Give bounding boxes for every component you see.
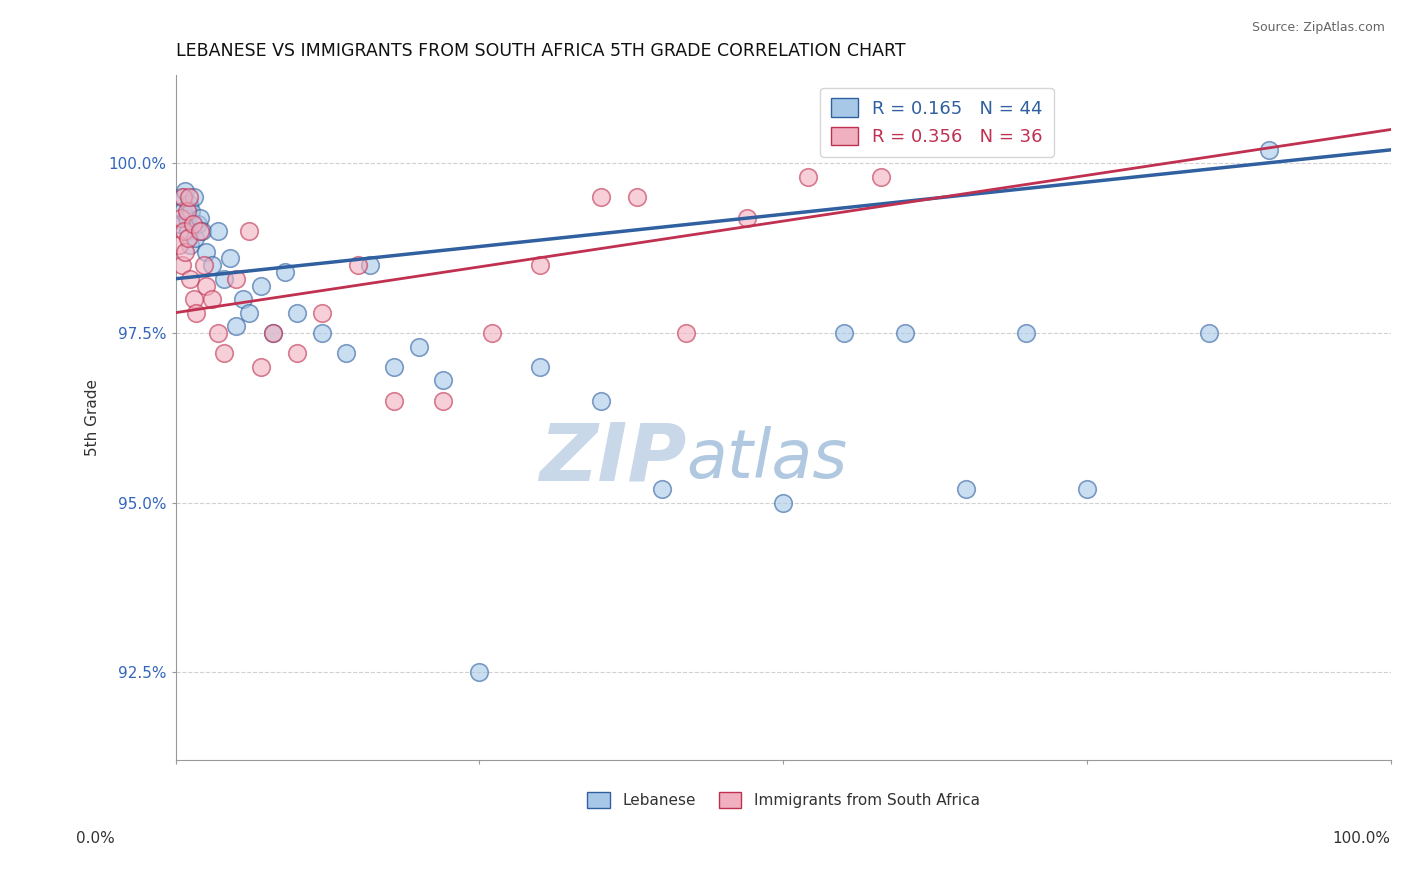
Point [183, 190, 205, 204]
Point [249, 359, 271, 374]
Point [207, 224, 229, 238]
Point [176, 211, 198, 225]
Legend: Lebanese, Immigrants from South Africa: Lebanese, Immigrants from South Africa [581, 786, 986, 814]
Point [176, 203, 198, 218]
Point [432, 393, 454, 408]
Text: LEBANESE VS IMMIGRANTS FROM SOUTH AFRICA 5TH GRADE CORRELATION CHART: LEBANESE VS IMMIGRANTS FROM SOUTH AFRICA… [176, 42, 905, 60]
Point [335, 346, 357, 360]
Point [186, 218, 208, 232]
Point [894, 326, 917, 340]
Point [285, 305, 308, 319]
Point [179, 271, 201, 285]
Point [468, 665, 491, 680]
Point [169, 237, 191, 252]
Point [225, 271, 247, 285]
Point [169, 218, 191, 232]
Point [231, 292, 253, 306]
Point [1015, 326, 1038, 340]
Point [529, 258, 551, 272]
Text: ZIP: ZIP [538, 420, 686, 498]
Point [262, 326, 284, 340]
Point [207, 326, 229, 340]
Point [651, 482, 673, 496]
Point [832, 326, 855, 340]
Point [172, 203, 194, 218]
Point [238, 305, 260, 319]
Point [869, 169, 891, 184]
Point [311, 305, 333, 319]
Point [1258, 143, 1281, 157]
Point [177, 231, 200, 245]
Point [262, 326, 284, 340]
Point [177, 224, 200, 238]
Point [359, 258, 381, 272]
Point [285, 346, 308, 360]
Point [195, 244, 218, 259]
Point [188, 211, 211, 225]
Point [174, 244, 197, 259]
Point [347, 258, 370, 272]
Point [1198, 326, 1220, 340]
Point [796, 169, 818, 184]
Point [626, 190, 648, 204]
Point [184, 231, 207, 245]
Text: 0.0%: 0.0% [76, 831, 115, 846]
Y-axis label: 5th Grade: 5th Grade [86, 379, 100, 457]
Point [219, 252, 242, 266]
Point [180, 203, 202, 218]
Point [201, 292, 224, 306]
Point [772, 495, 794, 509]
Point [432, 374, 454, 388]
Text: 100.0%: 100.0% [1331, 831, 1391, 846]
Point [170, 190, 193, 204]
Point [225, 319, 247, 334]
Point [191, 224, 214, 238]
Text: atlas: atlas [686, 425, 848, 491]
Point [238, 224, 260, 238]
Point [177, 197, 200, 211]
Point [311, 326, 333, 340]
Point [193, 258, 215, 272]
Point [529, 359, 551, 374]
Point [201, 258, 224, 272]
Point [955, 482, 977, 496]
Point [249, 278, 271, 293]
Point [274, 265, 297, 279]
Point [188, 224, 211, 238]
Point [179, 237, 201, 252]
Point [675, 326, 697, 340]
Point [186, 305, 208, 319]
Point [589, 393, 612, 408]
Point [183, 292, 205, 306]
Text: Source: ZipAtlas.com: Source: ZipAtlas.com [1251, 21, 1385, 34]
Point [384, 393, 406, 408]
Point [169, 211, 191, 225]
Point [214, 346, 236, 360]
Point [195, 278, 218, 293]
Point [481, 326, 503, 340]
Point [589, 190, 612, 204]
Point [173, 224, 195, 238]
Point [214, 271, 236, 285]
Point [177, 190, 200, 204]
Point [174, 184, 197, 198]
Point [172, 190, 194, 204]
Point [181, 218, 204, 232]
Point [408, 340, 430, 354]
Point [735, 211, 758, 225]
Point [1076, 482, 1098, 496]
Point [384, 359, 406, 374]
Point [170, 258, 193, 272]
